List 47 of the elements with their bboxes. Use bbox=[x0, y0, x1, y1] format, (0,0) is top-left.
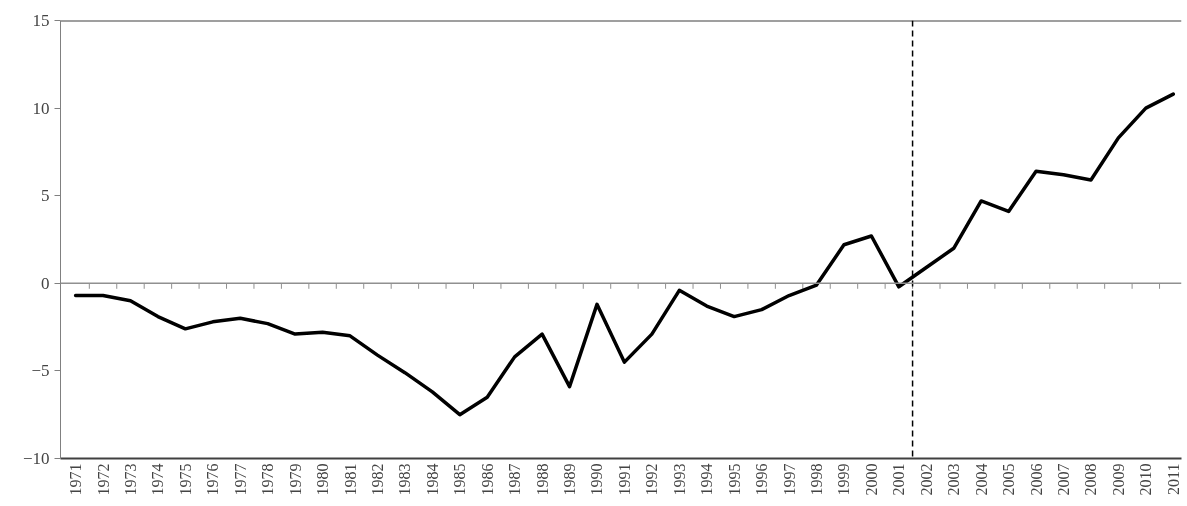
x-tick-label: 1986 bbox=[478, 463, 496, 496]
x-tick-label: 2004 bbox=[972, 463, 990, 496]
x-tick-label: 1990 bbox=[588, 463, 606, 496]
x-tick-label: 1987 bbox=[506, 463, 524, 496]
x-tick-label: 2005 bbox=[1000, 463, 1018, 496]
x-tick-label: 2009 bbox=[1109, 463, 1127, 496]
x-tick-label: 2011 bbox=[1164, 463, 1182, 495]
x-tick-label: 1993 bbox=[670, 463, 688, 496]
x-tick-label: 1996 bbox=[753, 463, 771, 496]
x-tick-label: 2008 bbox=[1082, 463, 1100, 496]
x-tick-label: 1999 bbox=[835, 463, 853, 496]
x-tick-label: 2006 bbox=[1027, 463, 1045, 496]
y-tick-label: 10 bbox=[32, 98, 50, 118]
x-tick-label: 1991 bbox=[615, 463, 633, 496]
x-tick-label: 2003 bbox=[945, 463, 963, 496]
x-tick-label: 1974 bbox=[149, 463, 167, 496]
y-tick-label: 0 bbox=[41, 273, 50, 293]
x-tick-label: 1992 bbox=[643, 463, 661, 496]
x-tick-label: 1977 bbox=[231, 463, 249, 496]
x-tick-label: 1984 bbox=[423, 463, 441, 496]
x-tick-label: 1982 bbox=[368, 463, 386, 496]
x-tick-label: 1976 bbox=[204, 463, 222, 496]
x-tick-label: 2000 bbox=[862, 463, 880, 496]
x-tick-label: 1980 bbox=[314, 463, 332, 496]
x-tick-label: 1973 bbox=[121, 463, 139, 496]
x-tick-label: 2002 bbox=[917, 463, 935, 496]
x-tick-label: 1971 bbox=[67, 463, 85, 496]
y-tick-label: 15 bbox=[32, 11, 50, 30]
x-tick-label: 1972 bbox=[94, 463, 112, 496]
x-tick-label: 1985 bbox=[451, 463, 469, 496]
x-tick-label: 1998 bbox=[808, 463, 826, 496]
y-tick-label: −5 bbox=[31, 361, 50, 381]
x-tick-label: 1981 bbox=[341, 463, 359, 496]
x-tick-label: 1988 bbox=[533, 463, 551, 496]
x-tick-label: 2010 bbox=[1137, 463, 1155, 496]
x-tick-label: 1995 bbox=[725, 463, 743, 496]
x-tick-label: 1994 bbox=[698, 463, 716, 496]
x-tick-label: 1997 bbox=[780, 463, 798, 496]
x-tick-label: 1989 bbox=[561, 463, 579, 496]
x-tick-label: 2007 bbox=[1055, 463, 1072, 496]
x-tick-label: 1975 bbox=[176, 463, 194, 496]
x-tick-label: 1979 bbox=[286, 463, 304, 496]
x-tick-label: 1983 bbox=[396, 463, 414, 496]
x-tick-label: 1978 bbox=[259, 463, 277, 496]
y-tick-label: −10 bbox=[22, 449, 50, 468]
y-tick-label: 5 bbox=[41, 186, 50, 206]
x-tick-label: 2001 bbox=[890, 463, 908, 496]
